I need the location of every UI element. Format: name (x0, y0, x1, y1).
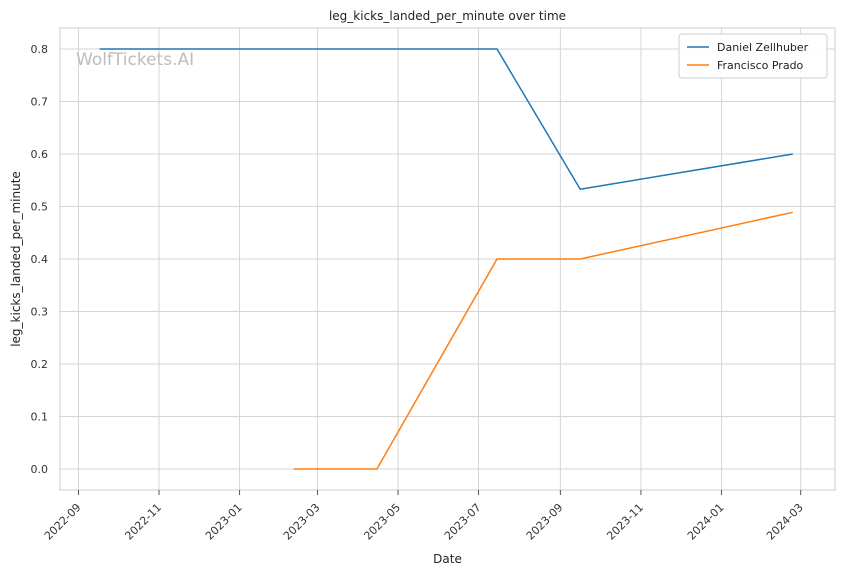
y-axis-ticks: 0.0 0.1 0.2 0.3 0.4 0.5 0.6 0.7 0.8 (31, 43, 49, 476)
y-tick-label: 0.5 (31, 201, 49, 214)
y-tick-label: 0.0 (31, 463, 49, 476)
legend-label: Francisco Prado (717, 59, 804, 72)
y-tick-label: 0.3 (31, 306, 49, 319)
y-tick-label: 0.7 (31, 96, 49, 109)
legend-label: Daniel Zellhuber (717, 41, 809, 54)
plot-frame (59, 27, 836, 491)
y-tick-label: 0.2 (31, 358, 49, 371)
y-tick-label: 0.8 (31, 43, 49, 56)
series-line (293, 211, 793, 470)
watermark: WolfTickets.AI (76, 50, 194, 70)
chart-title: leg_kicks_landed_per_minute over time (329, 9, 566, 23)
y-tick-label: 0.4 (31, 253, 49, 266)
y-axis-title: leg_kicks_landed_per_minute (9, 171, 23, 347)
legend-box (678, 33, 828, 79)
series-lines (99, 48, 793, 470)
series-line (99, 48, 793, 190)
legend: Daniel Zellhuber Francisco Prado (678, 33, 828, 79)
y-tick-label: 0.1 (31, 411, 49, 424)
grid (60, 28, 835, 490)
y-tick-label: 0.6 (31, 148, 49, 161)
x-axis-title: Date (433, 552, 462, 566)
